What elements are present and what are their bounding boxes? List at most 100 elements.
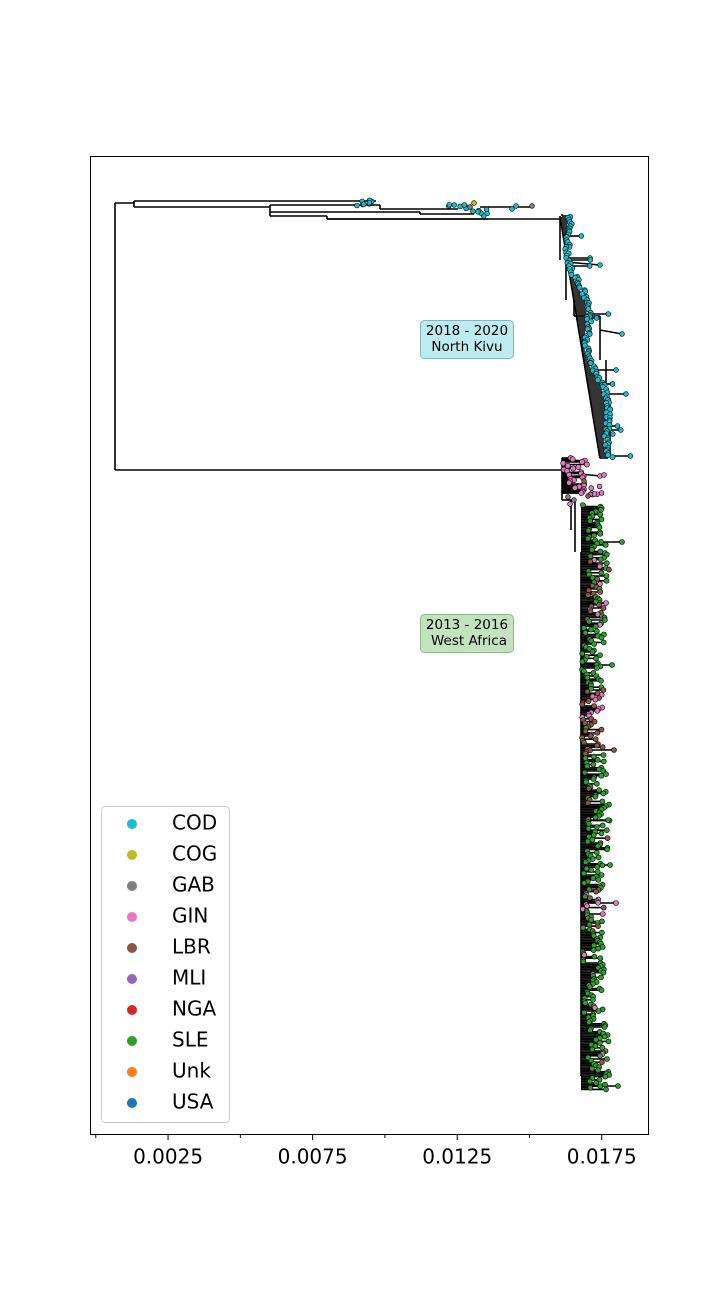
tree-tip: [566, 479, 572, 486]
tree-tip: [587, 608, 594, 615]
tree-tip: [451, 202, 457, 208]
tree-tip: [582, 629, 589, 636]
tree-tip: [579, 458, 586, 465]
tree-tip: [582, 859, 589, 866]
tree-tip: [585, 1054, 591, 1061]
tree-tip: [593, 1037, 599, 1043]
tree-tip: [595, 876, 602, 883]
tree-tip: [361, 201, 367, 207]
tree-tip: [588, 626, 594, 633]
tree-tip: [594, 377, 601, 384]
legend-label-cod: COD: [172, 811, 217, 835]
tree-tip: [591, 703, 597, 709]
tree-tip: [627, 453, 634, 459]
tree-tip: [609, 662, 615, 668]
legend-label-mli: MLI: [172, 966, 206, 990]
legend-marker-nga: [127, 1005, 137, 1015]
annotation-line1: 2013 - 2016: [426, 617, 508, 633]
tree-tip: [604, 835, 611, 842]
tree-tip: [600, 758, 607, 765]
tree-tip: [603, 573, 610, 579]
legend-marker-cog: [127, 850, 137, 860]
legend-label-usa: USA: [172, 1090, 214, 1114]
tree-tip: [584, 838, 591, 845]
tree-tip: [597, 589, 604, 595]
tree-tip: [572, 484, 578, 491]
tree-tip: [581, 880, 587, 886]
tree-tip: [584, 674, 591, 681]
tree-tip: [582, 893, 588, 900]
tree-tips: [354, 197, 634, 1093]
legend-marker-gab: [127, 881, 137, 891]
tree-tip: [595, 923, 601, 930]
tree-tip: [591, 491, 598, 497]
tree-tip: [591, 1004, 598, 1011]
tree-tip: [586, 571, 592, 578]
tree-tip: [579, 701, 586, 708]
tree-tip: [589, 1046, 596, 1053]
tree-tip: [605, 817, 611, 823]
tree-tip: [586, 886, 593, 893]
tree-tip: [601, 1024, 608, 1030]
tree-tip: [598, 634, 605, 641]
legend-marker-lbr: [127, 943, 137, 953]
tree-tip: [585, 825, 592, 832]
tree-tip: [585, 535, 591, 542]
tree-tip: [578, 233, 585, 239]
tree-tip: [585, 785, 592, 792]
tree-tip: [578, 490, 585, 496]
tree-tip: [576, 284, 583, 291]
tree-tip: [595, 899, 601, 906]
tree-tip: [590, 875, 597, 882]
tree-tip: [586, 921, 593, 928]
tree-tip: [513, 203, 519, 209]
tree-tip: [619, 331, 625, 337]
tree-tip: [586, 618, 592, 625]
tree-tip: [596, 787, 602, 794]
tree-tip: [601, 472, 607, 478]
tree-tip: [590, 761, 597, 768]
tree-tip: [592, 814, 599, 821]
tree-tip: [584, 688, 591, 695]
tree-tip: [595, 945, 602, 952]
tree-tip: [593, 1080, 599, 1086]
tree-tip: [583, 461, 590, 468]
tree-branch: [599, 329, 623, 335]
tree-tip: [582, 728, 589, 735]
tree-tip: [609, 381, 616, 387]
tree-tip: [597, 556, 604, 563]
tree-tip: [581, 739, 587, 746]
tree-tip: [593, 623, 599, 630]
annotation-line1: 2018 - 2020: [426, 323, 508, 339]
tree-tip: [591, 532, 597, 539]
tree-tip: [585, 527, 592, 534]
legend-label-gab: GAB: [172, 873, 215, 897]
tree-tip: [568, 271, 575, 278]
tree-tip: [610, 431, 616, 437]
legend-label-unk: Unk: [172, 1059, 211, 1083]
tree-tip: [613, 367, 619, 373]
tree-tip: [354, 202, 360, 209]
tree-tip: [587, 518, 594, 524]
tree-tip: [599, 798, 606, 805]
x-tick-label: 0.0025: [133, 1145, 203, 1169]
tree-tip: [587, 360, 594, 367]
tree-tip: [592, 696, 599, 703]
tree-tip: [586, 1078, 593, 1085]
tree-tip: [589, 1065, 595, 1072]
tree-tip: [598, 830, 605, 837]
tree-tip: [600, 911, 606, 917]
tree-tip: [592, 793, 599, 800]
tree-tip: [569, 456, 576, 463]
tree-tip: [588, 916, 595, 923]
tree-tip: [597, 530, 604, 537]
tree-tip: [590, 947, 597, 954]
tree-tip: [598, 772, 605, 779]
tree-tip: [596, 1077, 603, 1083]
tree-tip: [588, 685, 594, 692]
tree-tip: [600, 790, 607, 797]
tree-tip: [598, 569, 605, 576]
legend-label-gin: GIN: [172, 904, 208, 928]
tree-tip: [596, 483, 603, 490]
